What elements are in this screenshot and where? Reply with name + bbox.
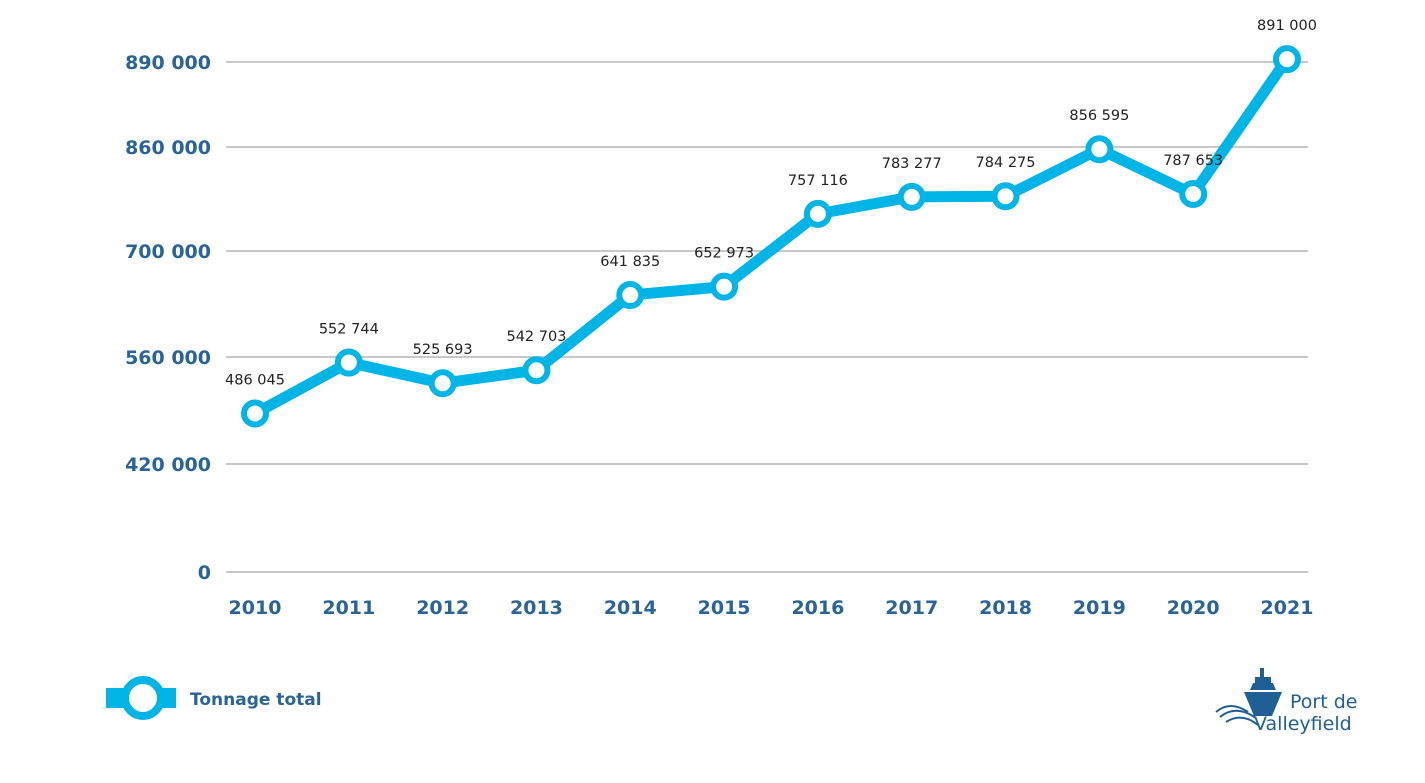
data-label: 652 973 bbox=[694, 246, 754, 262]
legend-marker bbox=[121, 676, 165, 720]
x-tick-label: 2019 bbox=[1073, 597, 1126, 619]
data-point-marker bbox=[897, 182, 926, 211]
data-label: 542 703 bbox=[506, 329, 566, 345]
wave-icon bbox=[1215, 705, 1259, 726]
y-tick-label: 890 000 bbox=[125, 52, 211, 74]
x-tick-label: 2011 bbox=[322, 597, 375, 619]
data-point-marker bbox=[334, 348, 363, 377]
data-point-marker bbox=[710, 272, 739, 301]
gridlines bbox=[226, 61, 1308, 573]
y-tick-label: 560 000 bbox=[125, 347, 211, 369]
data-label: 787 653 bbox=[1163, 153, 1223, 169]
data-point-marker bbox=[428, 369, 457, 398]
data-label: 783 277 bbox=[882, 156, 942, 172]
data-label: 891 000 bbox=[1257, 18, 1317, 34]
x-axis-ticks: 2010 2011 2012 2013 2014 2015 2016 2017 2018 2019… bbox=[229, 597, 1314, 619]
data-label: 757 116 bbox=[788, 173, 848, 189]
x-tick-label: 2013 bbox=[510, 597, 563, 619]
x-tick-label: 2010 bbox=[229, 597, 282, 619]
data-label: 486 045 bbox=[225, 373, 285, 389]
data-label: 856 595 bbox=[1069, 108, 1129, 124]
data-label: 552 744 bbox=[319, 322, 379, 338]
legend-label: Tonnage total bbox=[190, 690, 322, 710]
y-tick-label: 0 bbox=[198, 562, 211, 584]
data-label: 641 835 bbox=[600, 254, 660, 270]
port-de-valleyfield-logo: Port de Valleyfield bbox=[1215, 668, 1357, 735]
y-tick-label: 860 000 bbox=[125, 137, 211, 159]
series-tonnage-total bbox=[241, 45, 1301, 428]
data-label: 784 275 bbox=[976, 155, 1036, 171]
data-label: 525 693 bbox=[413, 342, 473, 358]
data-point-marker bbox=[1085, 135, 1114, 164]
data-labels: 486 045 552 744 525 693 542 703 641 835 652 9… bbox=[225, 18, 1317, 388]
logo-line-1: Port de bbox=[1290, 691, 1357, 713]
x-tick-label: 2021 bbox=[1261, 597, 1314, 619]
x-tick-label: 2016 bbox=[791, 597, 844, 619]
x-tick-label: 2015 bbox=[698, 597, 751, 619]
data-point-marker bbox=[522, 356, 551, 385]
data-point-marker bbox=[1273, 45, 1301, 74]
data-point-marker bbox=[991, 182, 1020, 211]
x-tick-label: 2014 bbox=[604, 597, 657, 619]
series-line bbox=[249, 53, 1293, 420]
x-tick-label: 2020 bbox=[1167, 597, 1220, 619]
y-tick-label: 420 000 bbox=[125, 454, 211, 476]
x-tick-label: 2017 bbox=[885, 597, 938, 619]
logo-line-2: Valleyfield bbox=[1254, 713, 1352, 735]
y-axis-ticks: 0 420 000 560 000 700 000 860 000 890 000 bbox=[125, 52, 211, 584]
legend: Tonnage total bbox=[106, 676, 322, 720]
data-point-marker bbox=[1179, 180, 1208, 209]
data-point-marker bbox=[803, 199, 832, 228]
data-point-marker bbox=[241, 399, 269, 428]
y-tick-label: 700 000 bbox=[125, 241, 211, 263]
x-tick-label: 2018 bbox=[979, 597, 1032, 619]
x-tick-label: 2012 bbox=[416, 597, 469, 619]
ship-icon bbox=[1244, 668, 1282, 716]
data-point-marker bbox=[616, 281, 645, 310]
